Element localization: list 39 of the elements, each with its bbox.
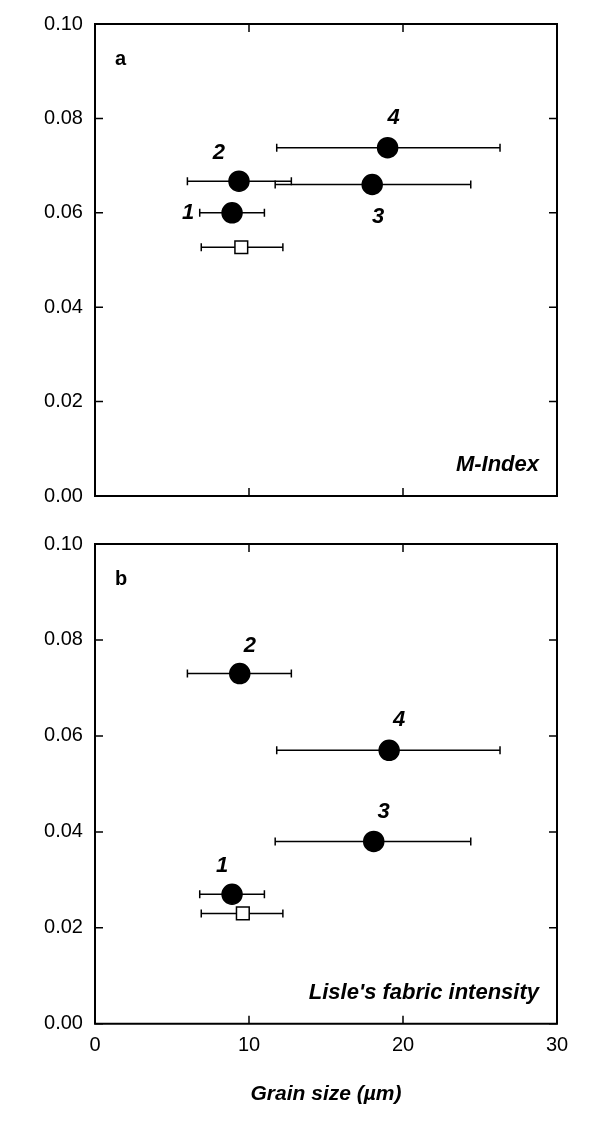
- point: [362, 830, 385, 853]
- x-tick-label: 10: [237, 1033, 261, 1056]
- point: [378, 739, 400, 762]
- y-tick-label: 0.00: [44, 483, 83, 506]
- text: b: [115, 566, 128, 589]
- annotation: 1: [181, 198, 195, 224]
- y-tick-label: 0.00: [44, 1011, 83, 1034]
- point: [235, 906, 250, 921]
- annotation: Lisle's fabric intensity: [308, 978, 541, 1004]
- annotation: 1: [215, 852, 229, 878]
- annotation: 2: [242, 631, 257, 657]
- y-tick-label: 0.02: [44, 915, 83, 938]
- point: [228, 170, 250, 192]
- x-axis-title: Grain size (µm): [250, 1081, 402, 1105]
- annotation: 4: [386, 103, 400, 129]
- x-tick-label: 0: [89, 1033, 101, 1056]
- y-tick-label: 0.06: [44, 723, 83, 746]
- annotation: M-Index: [455, 451, 540, 477]
- point: [234, 240, 249, 255]
- y-tick-label: 0.02: [44, 389, 83, 412]
- x-tick-label: 30: [545, 1033, 569, 1056]
- annotation: 3: [377, 797, 390, 823]
- x-tick-label: 20: [391, 1033, 415, 1056]
- y-tick-label: 0.10: [44, 531, 83, 554]
- y-tick-label: 0.08: [44, 627, 83, 650]
- y-tick-label: 0.04: [44, 819, 83, 842]
- text: a: [115, 46, 127, 69]
- point: [221, 883, 243, 905]
- y-tick-label: 0.06: [44, 200, 83, 223]
- annotation: 3: [372, 202, 385, 228]
- point: [376, 136, 399, 159]
- y-tick-label: 0.08: [44, 105, 83, 128]
- annotation: 4: [392, 706, 406, 732]
- point: [361, 173, 383, 196]
- annotation: 2: [211, 139, 226, 165]
- point: [221, 202, 243, 224]
- y-tick-label: 0.10: [44, 11, 83, 34]
- point: [229, 662, 251, 685]
- y-tick-label: 0.04: [44, 294, 83, 317]
